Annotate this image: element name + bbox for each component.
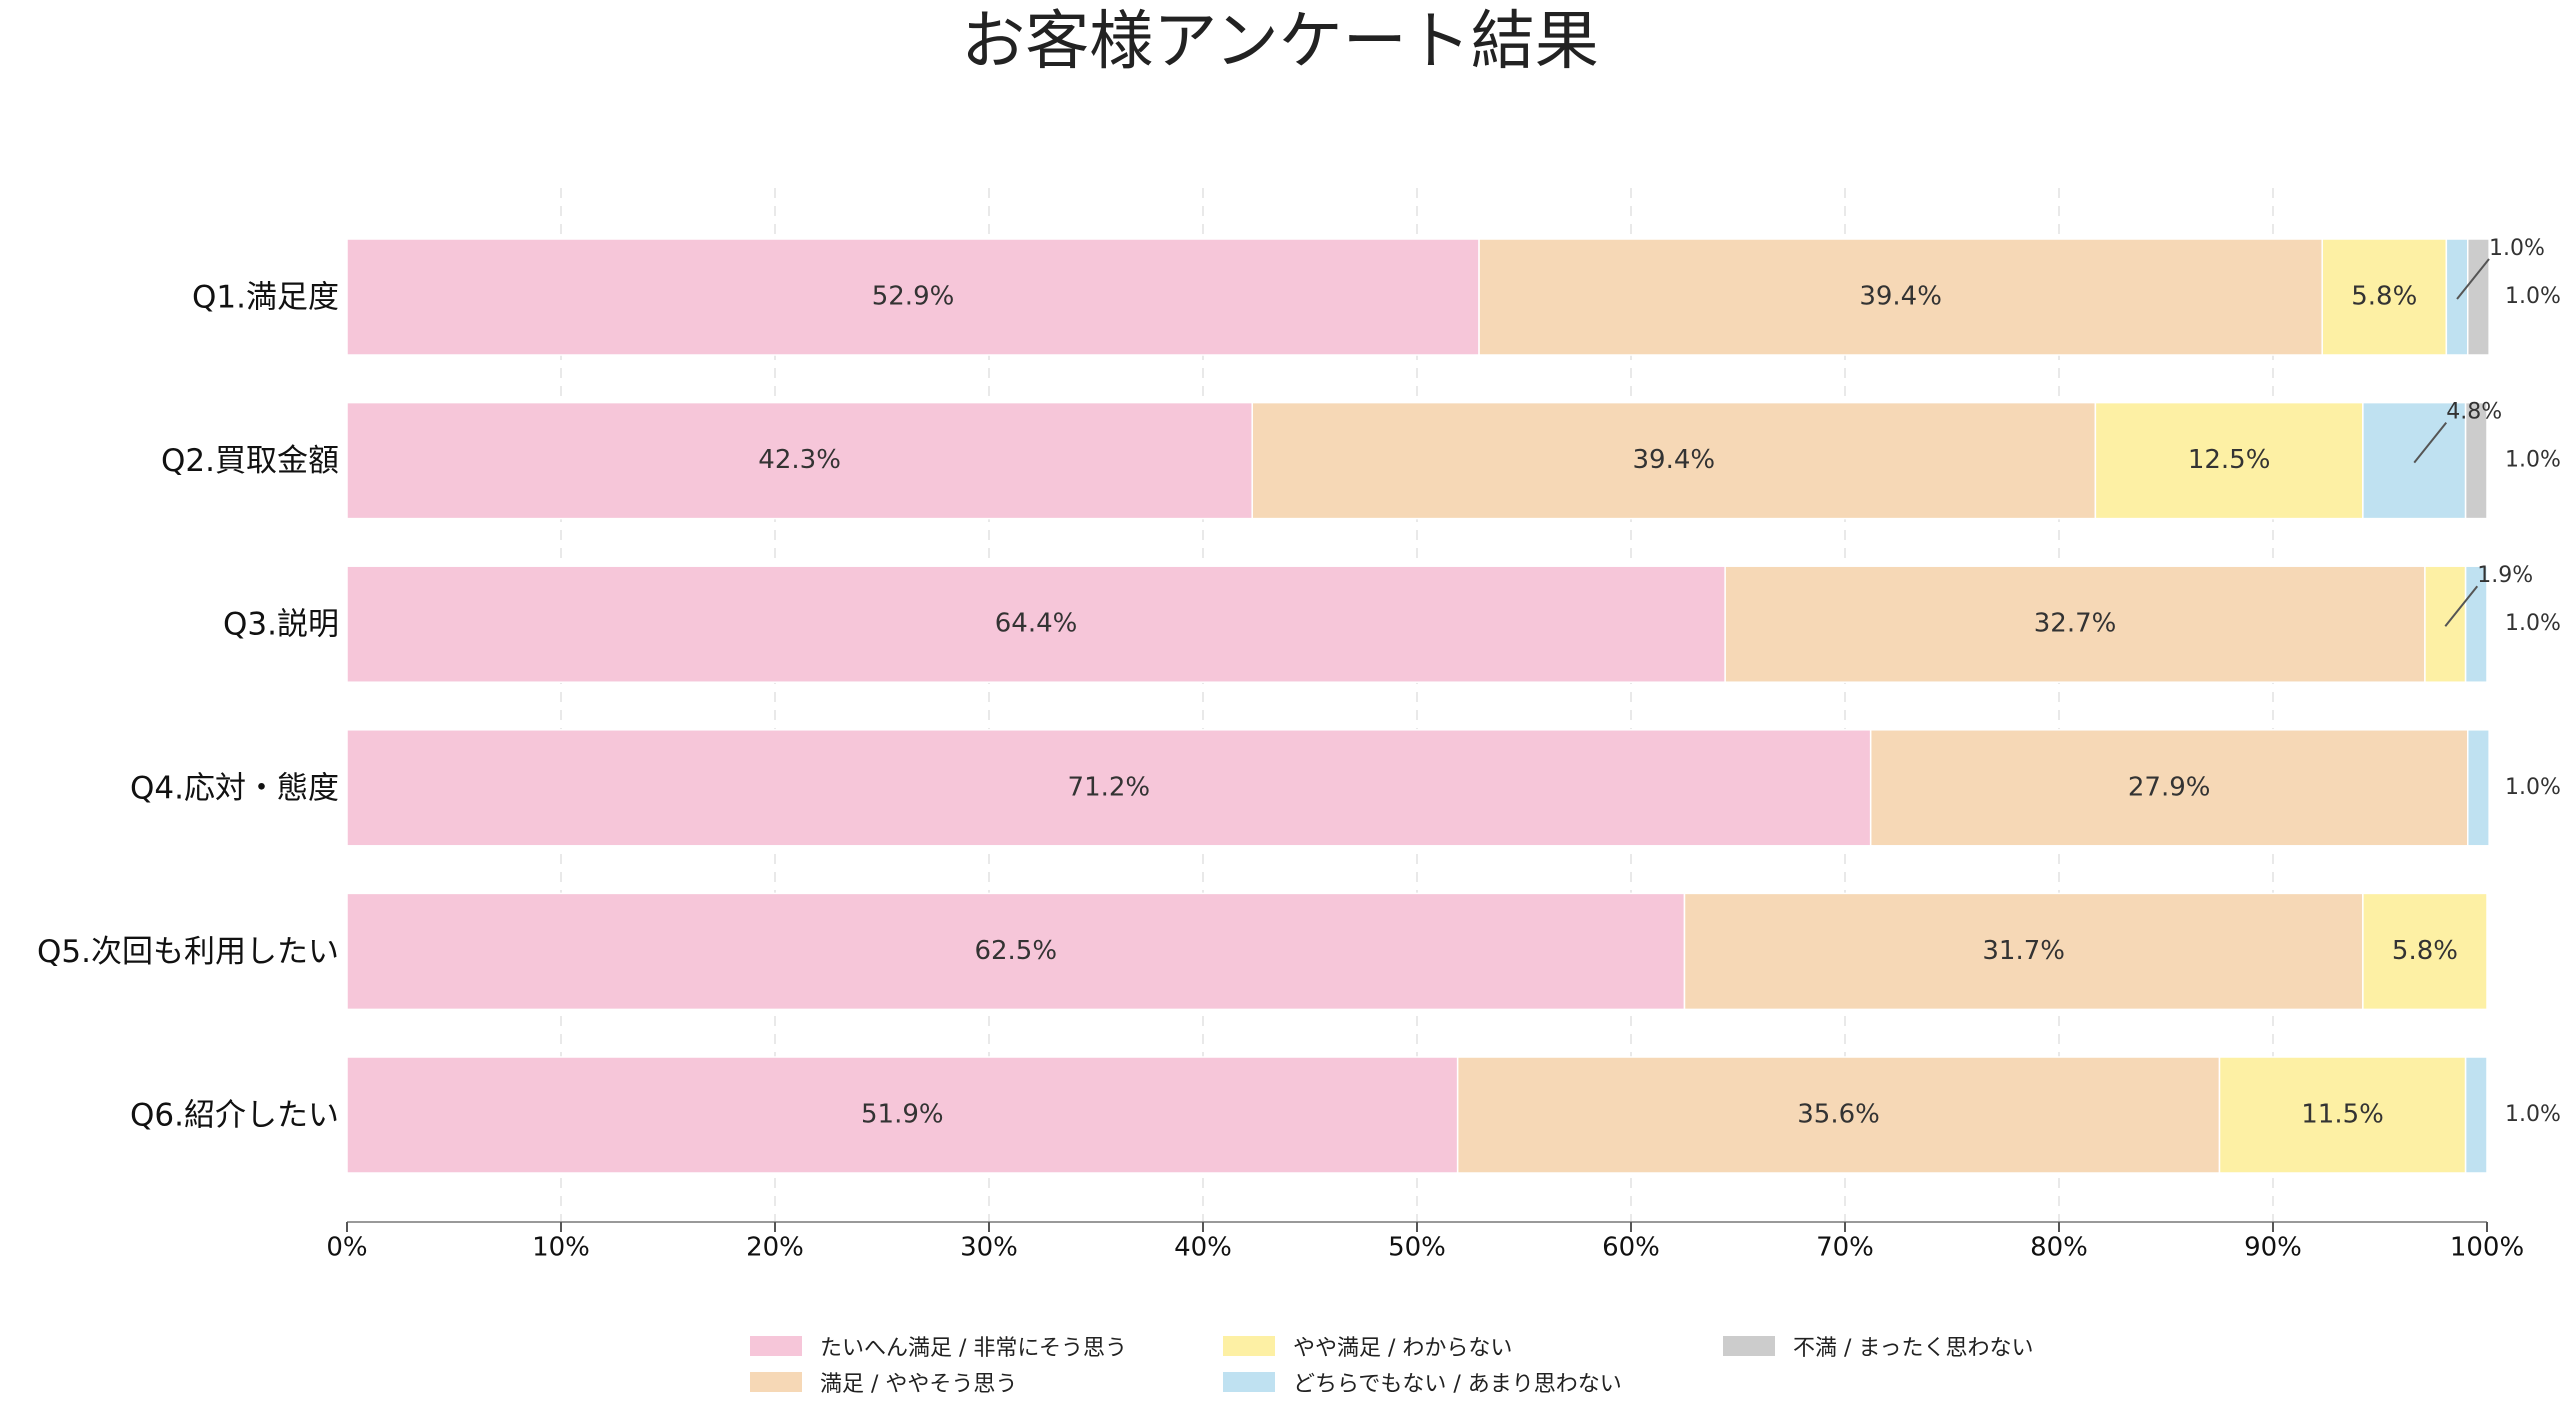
leader-line-q2-s3: [2413, 421, 2448, 464]
bar-q4-s0: [346, 729, 1872, 847]
bar-q6-s1: [1456, 1056, 2221, 1174]
bar-q6-s3: [2464, 1056, 2488, 1174]
legend-label-0: たいへん満足 / 非常にそう思う: [820, 1336, 1127, 1361]
data-label-q1-s3: 1.0%: [2489, 236, 2545, 261]
legend-label-3: どちらでもない / あまり思わない: [1293, 1372, 1622, 1397]
data-label-q3-s1: 32.7%: [2034, 609, 2117, 639]
category-label-3: Q3.説明: [223, 607, 339, 643]
data-label-q2-s1: 39.4%: [1632, 445, 1715, 475]
data-label-q2-s2: 12.5%: [2188, 445, 2271, 475]
legend-label-2: やや満足 / わからない: [1293, 1336, 1513, 1361]
bar-q1-s2: [2321, 238, 2448, 356]
leader-line-q1-s3: [2456, 258, 2490, 300]
data-label-q6-s1: 35.6%: [1797, 1100, 1880, 1130]
data-label-q2-s3: 4.8%: [2446, 400, 2502, 425]
x-tick-label-9: 90%: [2244, 1233, 2302, 1263]
bar-q6-s0: [346, 1056, 1459, 1174]
legend-swatch-1: [750, 1372, 802, 1392]
chart-legend: たいへん満足 / 非常にそう思う 満足 / ややそう思う やや満足 / わからな…: [750, 1330, 2150, 1406]
data-label-q5-s1: 31.7%: [1982, 936, 2065, 966]
leader-line-q3-s2: [2444, 585, 2479, 627]
data-label-q1-s0: 52.9%: [872, 282, 955, 312]
legend-item-1: 満足 / ややそう思う: [750, 1366, 1017, 1398]
x-tick-label-7: 70%: [1816, 1233, 1874, 1263]
data-label-q3-s3: 1.0%: [2505, 611, 2560, 636]
data-label-q4-s1: 27.9%: [2128, 772, 2211, 802]
bar-q2-s2: [2094, 401, 2364, 520]
bar-q6-s2: [2218, 1056, 2467, 1174]
bar-q2-s1: [1251, 401, 2097, 520]
legend-label-4: 不満 / まったく思わない: [1793, 1336, 2034, 1361]
data-label-q5-s0: 62.5%: [974, 936, 1057, 966]
legend-item-2: やや満足 / わからない: [1223, 1330, 1512, 1362]
x-tick-label-6: 60%: [1602, 1233, 1660, 1263]
x-tick-label-3: 30%: [960, 1233, 1018, 1263]
bar-q5-s2: [2362, 892, 2488, 1011]
data-label-q6-s3: 1.0%: [2505, 1102, 2560, 1127]
category-label-1: Q1.満足度: [192, 280, 339, 316]
legend-swatch-0: [750, 1336, 802, 1356]
data-label-q1-s2: 5.8%: [2351, 282, 2417, 312]
data-label-q6-s2: 11.5%: [2301, 1100, 2384, 1130]
bar-q2-s4: [2464, 401, 2488, 520]
data-label-q2-s4: 1.0%: [2505, 448, 2560, 473]
x-tick-label-8: 80%: [2030, 1233, 2088, 1263]
data-label-q4-s3: 1.0%: [2505, 775, 2560, 800]
data-label-q2-s0: 42.3%: [758, 445, 841, 475]
x-tick-label-0: 0%: [326, 1233, 367, 1263]
legend-swatch-4: [1723, 1336, 1775, 1356]
category-label-2: Q2.買取金額: [161, 443, 339, 479]
bar-q5-s1: [1683, 892, 2364, 1011]
x-tick-label-1: 10%: [532, 1233, 590, 1263]
category-label-4: Q4.応対・態度: [130, 770, 339, 806]
bar-q4-s1: [1869, 729, 2469, 847]
data-label-q5-s2: 5.8%: [2392, 936, 2458, 966]
category-label-5: Q5.次回も利用したい: [37, 934, 339, 970]
bar-q1-s0: [346, 238, 1480, 356]
bar-q1-s3: [2445, 238, 2469, 356]
data-label-q4-s0: 71.2%: [1068, 772, 1151, 802]
bar-q3-s0: [346, 565, 1726, 683]
data-label-q3-s2: 1.9%: [2477, 563, 2533, 588]
legend-label-1: 満足 / ややそう思う: [820, 1372, 1018, 1397]
bar-q2-s3: [2362, 401, 2467, 520]
legend-swatch-2: [1223, 1336, 1275, 1356]
x-tick-label-10: 100%: [2450, 1233, 2524, 1263]
data-label-q1-s1: 39.4%: [1859, 282, 1942, 312]
bar-q3-s2: [2424, 565, 2467, 683]
x-tick-label-5: 50%: [1388, 1233, 1446, 1263]
legend-swatch-3: [1223, 1372, 1275, 1392]
legend-item-3: どちらでもない / あまり思わない: [1223, 1366, 1622, 1398]
bar-q2-s0: [346, 401, 1253, 520]
x-tick-label-4: 40%: [1174, 1233, 1232, 1263]
bar-q1-s1: [1478, 238, 2323, 356]
legend-item-0: たいへん満足 / 非常にそう思う: [750, 1330, 1127, 1362]
data-label-q1-s4: 1.0%: [2505, 284, 2560, 309]
category-label-6: Q6.紹介したい: [130, 1098, 339, 1134]
bar-q4-s3: [2466, 729, 2490, 847]
x-tick-label-2: 20%: [746, 1233, 804, 1263]
legend-item-4: 不満 / まったく思わない: [1723, 1330, 2034, 1362]
data-label-q6-s0: 51.9%: [861, 1100, 944, 1130]
bar-q1-s4: [2466, 238, 2490, 356]
chart-title: お客様アンケート結果: [961, 5, 1599, 79]
data-label-q3-s0: 64.4%: [995, 609, 1078, 639]
bar-q3-s1: [1724, 565, 2426, 683]
